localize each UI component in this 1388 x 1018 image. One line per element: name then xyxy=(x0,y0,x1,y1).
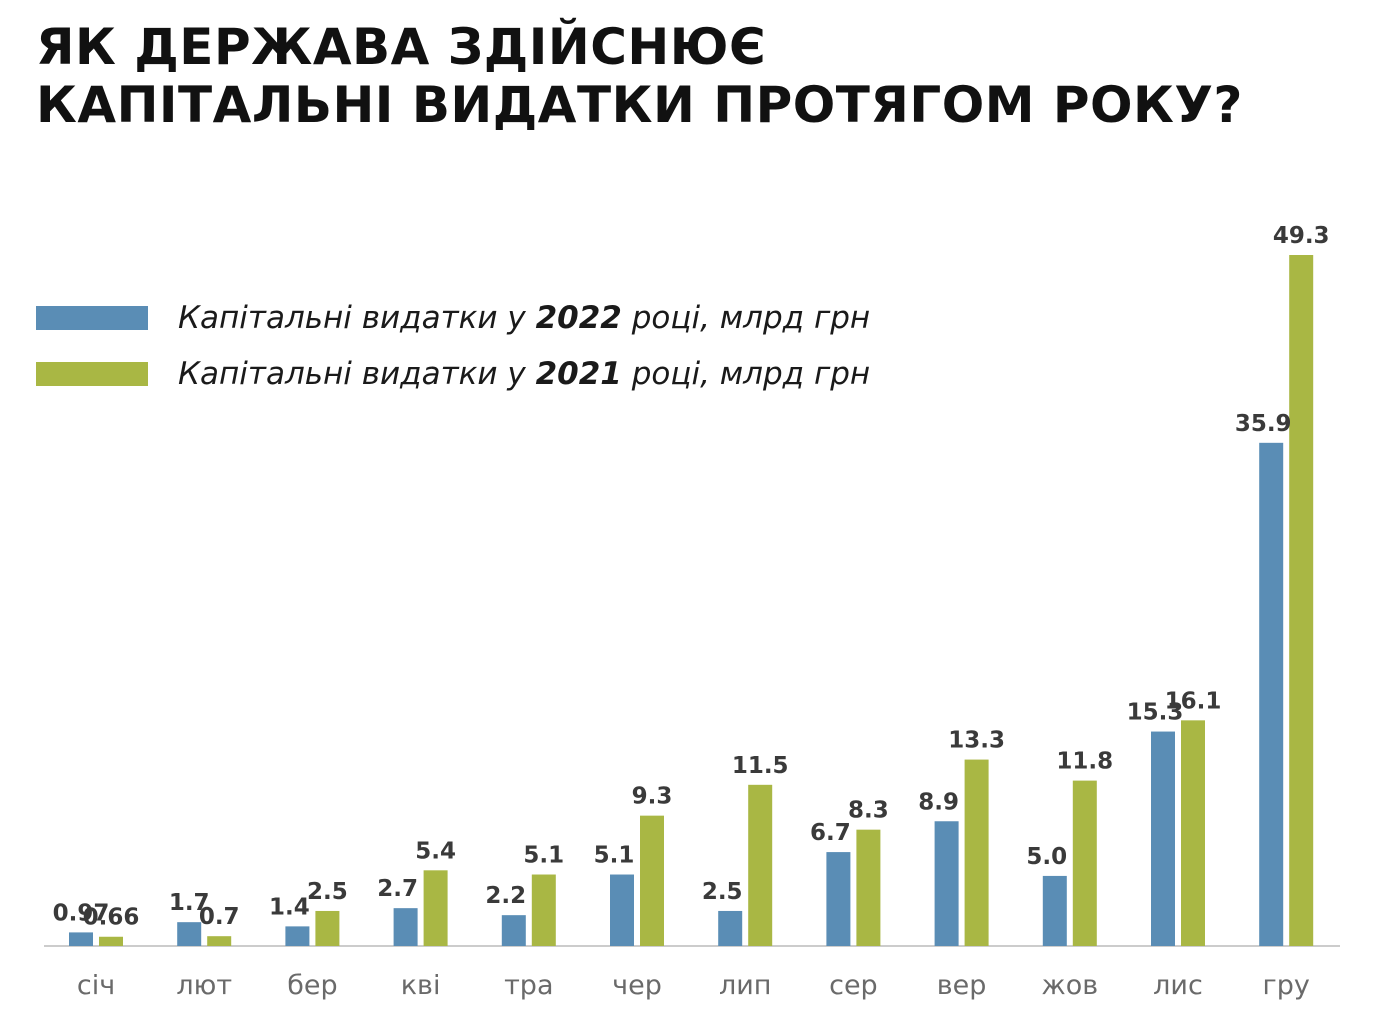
value-label-2022-чер: 5.1 xyxy=(594,843,635,869)
legend-label-2021-year: 2021 xyxy=(535,356,622,392)
x-tick-label-лип: лип xyxy=(719,970,771,1001)
value-label-2022-лис: 15.3 xyxy=(1127,700,1184,726)
value-label-2021-бер: 2.5 xyxy=(307,879,348,905)
value-label-2021-чер: 9.3 xyxy=(632,784,673,810)
legend-item-2022: Капітальні видатки у 2022 році, млрд грн xyxy=(36,290,870,346)
bar-2021-лип xyxy=(748,784,773,946)
x-tick-label-бер: бер xyxy=(287,970,337,1001)
value-label-2022-лют: 1.7 xyxy=(169,890,210,916)
legend-label-2022: Капітальні видатки у 2022 році, млрд грн xyxy=(178,300,870,336)
legend-label-2021-prefix: Капітальні видатки у xyxy=(178,356,536,392)
value-label-2022-лип: 2.5 xyxy=(702,879,743,905)
value-label-2021-лип: 11.5 xyxy=(732,753,789,779)
value-label-2022-тра: 2.2 xyxy=(485,883,526,909)
bar-2022-лип xyxy=(718,910,743,946)
x-tick-label-лис: лис xyxy=(1153,970,1203,1001)
bar-2021-гру xyxy=(1289,255,1314,946)
value-label-2022-бер: 1.4 xyxy=(269,894,310,920)
bar-2021-вер xyxy=(964,759,989,946)
value-label-2021-вер: 13.3 xyxy=(948,728,1005,754)
bar-2022-лют xyxy=(177,922,202,946)
chart-title-line-1: ЯК ДЕРЖАВА ЗДІЙСНЮЄ xyxy=(36,18,767,76)
bar-2021-лис xyxy=(1181,720,1205,946)
bar-2021-січ xyxy=(99,936,123,946)
bar-2022-кві xyxy=(393,908,418,946)
x-tick-label-жов: жов xyxy=(1041,970,1098,1001)
bar-2022-сер xyxy=(826,852,851,946)
x-tick-label-сер: сер xyxy=(829,970,878,1001)
value-label-2021-жов: 11.8 xyxy=(1056,749,1113,775)
legend: Капітальні видатки у 2022 році, млрд грн… xyxy=(36,290,870,402)
value-label-2022-кві: 2.7 xyxy=(377,876,418,902)
value-label-2021-тра: 5.1 xyxy=(523,843,564,869)
x-tick-label-січ: січ xyxy=(77,970,115,1001)
legend-item-2021: Капітальні видатки у 2021 році, млрд грн xyxy=(36,346,870,402)
bar-2022-січ xyxy=(69,932,93,946)
legend-label-2022-prefix: Капітальні видатки у xyxy=(178,300,536,336)
value-label-2022-січ: 0.97 xyxy=(53,900,110,926)
legend-label-2021-suffix: році, млрд грн xyxy=(621,356,871,392)
value-label-2022-гру: 35.9 xyxy=(1235,411,1292,437)
bar-2022-жов xyxy=(1042,875,1067,946)
x-tick-label-вер: вер xyxy=(937,970,987,1001)
x-tick-label-тра: тра xyxy=(504,970,553,1001)
bar-2021-кві xyxy=(423,870,448,946)
bar-2021-лют xyxy=(207,936,232,946)
bar-2021-бер xyxy=(315,910,340,946)
value-label-2022-жов: 5.0 xyxy=(1026,844,1067,870)
value-label-2021-сер: 8.3 xyxy=(848,798,889,824)
bar-2022-лис xyxy=(1151,731,1175,946)
x-tick-label-чер: чер xyxy=(612,970,662,1001)
value-label-2021-гру: 49.3 xyxy=(1273,223,1330,249)
chart-title: ЯК ДЕРЖАВА ЗДІЙСНЮЄ КАПІТАЛЬНІ ВИДАТКИ П… xyxy=(36,18,1243,134)
bar-2022-бер xyxy=(285,926,310,946)
chart-title-line-2: КАПІТАЛЬНІ ВИДАТКИ ПРОТЯГОМ РОКУ? xyxy=(36,76,1243,134)
bar-2022-вер xyxy=(934,821,959,946)
bar-2022-тра xyxy=(501,915,526,946)
bar-2022-гру xyxy=(1259,442,1284,946)
legend-label-2022-suffix: році, млрд грн xyxy=(621,300,871,336)
bar-2021-сер xyxy=(856,829,881,946)
legend-label-2021: Капітальні видатки у 2021 році, млрд грн xyxy=(178,356,870,392)
bar-2021-тра xyxy=(531,874,556,946)
bar-2021-жов xyxy=(1072,780,1097,946)
x-tick-label-гру: гру xyxy=(1263,970,1310,1001)
legend-label-2022-year: 2022 xyxy=(535,300,622,336)
value-label-2021-лют: 0.7 xyxy=(199,904,240,930)
value-label-2021-кві: 5.4 xyxy=(415,838,456,864)
bar-2022-чер xyxy=(610,874,634,946)
x-tick-label-кві: кві xyxy=(401,970,441,1001)
value-label-2021-січ: 0.66 xyxy=(83,905,140,931)
value-label-2022-вер: 8.9 xyxy=(918,789,959,815)
legend-swatch-2021 xyxy=(36,362,148,386)
value-label-2022-сер: 6.7 xyxy=(810,820,851,846)
legend-swatch-2022 xyxy=(36,306,148,330)
x-tick-label-лют: лют xyxy=(176,970,232,1001)
bar-2021-чер xyxy=(640,815,664,946)
value-label-2021-лис: 16.1 xyxy=(1165,688,1222,714)
